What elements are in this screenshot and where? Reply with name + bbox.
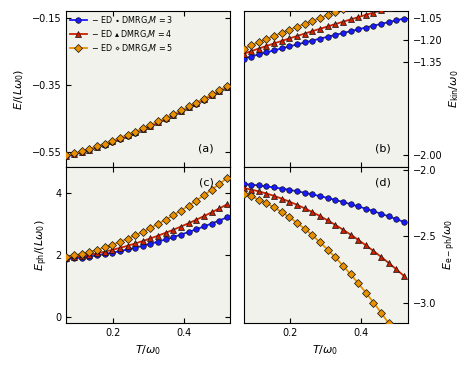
Y-axis label: $E_{\rm kin}/\omega_0$: $E_{\rm kin}/\omega_0$ bbox=[447, 70, 462, 108]
Legend: $-$ ED $\bullet$ DMRG,$M\,{=}3$, $-$ ED $\blacktriangle$ DMRG,$M\,{=}4$, $-$ ED : $-$ ED $\bullet$ DMRG,$M\,{=}3$, $-$ ED … bbox=[69, 14, 173, 55]
Y-axis label: $E_{\rm e-ph}/\omega_0$: $E_{\rm e-ph}/\omega_0$ bbox=[442, 219, 458, 270]
Text: (a): (a) bbox=[199, 143, 214, 153]
X-axis label: $T/\omega_0$: $T/\omega_0$ bbox=[312, 344, 339, 357]
Text: (d): (d) bbox=[375, 178, 391, 188]
Text: (b): (b) bbox=[375, 143, 391, 153]
X-axis label: $T/\omega_0$: $T/\omega_0$ bbox=[135, 344, 162, 357]
Text: (c): (c) bbox=[199, 178, 214, 188]
Y-axis label: $E_{\rm ph}/(L\omega_0)$: $E_{\rm ph}/(L\omega_0)$ bbox=[33, 219, 50, 271]
Y-axis label: $E/(L\omega_0)$: $E/(L\omega_0)$ bbox=[13, 68, 26, 110]
